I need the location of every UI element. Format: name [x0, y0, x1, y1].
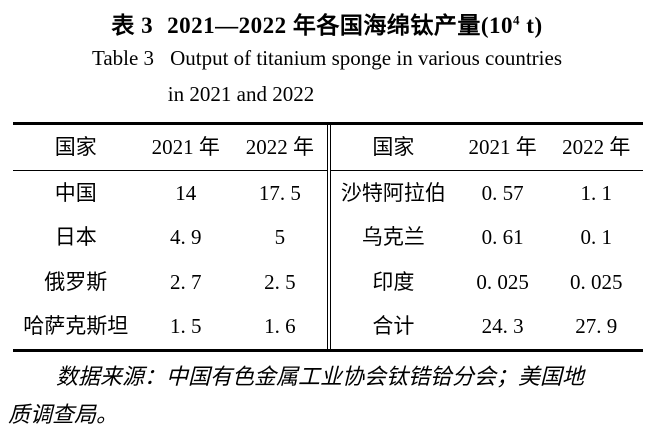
value-2021-cell: 4. 9 [169, 225, 202, 250]
total-label-cell: 合计 [372, 314, 415, 339]
total-2021-cell: 24. 3 [481, 314, 524, 339]
value-2022-cell: 0. 1 [580, 225, 612, 250]
value-2021-cell: 0. 61 [481, 225, 524, 250]
country-cell: 俄罗斯 [44, 269, 108, 294]
column-header-2022: 2022 年 [562, 135, 631, 159]
table-right-panel: 国家 2021 年 2022 年 沙特阿拉伯 0. 57 1. 1 乌克兰 0.… [330, 125, 643, 349]
country-cell: 乌克兰 [361, 225, 425, 250]
value-2021-cell: 0. 57 [481, 180, 524, 205]
table-row: 哈萨克斯坦 1. 5 1. 6 [13, 305, 327, 350]
header-row: 国家 2021 年 2022 年 [331, 125, 643, 171]
table-title-en: Output of titanium sponge in various cou… [170, 46, 563, 70]
table-caption-en-line2: in 2021 and 2022 [167, 82, 315, 106]
country-cell: 印度 [372, 269, 415, 294]
column-header-2021: 2021 年 [468, 135, 537, 159]
table-number-cn: 表 3 [111, 13, 154, 38]
country-cell: 沙特阿拉伯 [340, 180, 446, 205]
value-2021-cell: 0. 025 [476, 269, 529, 294]
data-source-line2: 质调查局。 [8, 402, 119, 427]
column-header-country: 国家 [372, 135, 415, 159]
superscript-exponent: 4 [513, 12, 521, 28]
value-2021-cell: 1. 5 [169, 314, 202, 339]
table-row: 俄罗斯 2. 7 2. 5 [13, 260, 327, 305]
table-row: 中国 14 17. 5 [13, 171, 327, 216]
table-number-en: Table 3 [91, 46, 155, 70]
table-title-cn-unit: t) [520, 13, 543, 38]
value-2021-cell: 14 [175, 180, 197, 205]
value-2022-cell: 17. 5 [258, 180, 301, 205]
table-row: 印度 0. 025 0. 025 [331, 260, 643, 305]
column-header-2021: 2021 年 [151, 135, 220, 159]
total-2022-cell: 27. 9 [575, 314, 618, 339]
table-caption-cn: 表 3 2021—2022 年各国海绵钛产量(104 t) [0, 6, 654, 40]
data-table: 国家 2021 年 2022 年 中国 14 17. 5 日本 4. 9 5 俄… [13, 122, 643, 352]
column-header-country: 国家 [54, 135, 97, 159]
table-row: 沙特阿拉伯 0. 57 1. 1 [331, 171, 643, 216]
country-cell: 日本 [54, 225, 97, 250]
header-row: 国家 2021 年 2022 年 [13, 125, 327, 171]
table-row: 日本 4. 9 5 [13, 216, 327, 261]
table-caption-en: Table 3 Output of titanium sponge in vari… [0, 46, 654, 71]
country-cell: 中国 [54, 180, 97, 205]
value-2021-cell: 2. 7 [169, 269, 202, 294]
value-2022-cell: 2. 5 [264, 269, 296, 294]
value-2022-cell: 1. 6 [264, 314, 296, 339]
table-row: 乌克兰 0. 61 0. 1 [331, 216, 643, 261]
table-left-panel: 国家 2021 年 2022 年 中国 14 17. 5 日本 4. 9 5 俄… [13, 125, 328, 349]
column-header-2022: 2022 年 [245, 135, 314, 159]
value-2022-cell: 5 [274, 225, 286, 250]
total-row: 合计 24. 3 27. 9 [331, 305, 643, 350]
country-cell: 哈萨克斯坦 [23, 314, 129, 339]
data-source-note: 数据来源：中国有色金属工业协会钛锆铪分会；美国地 质调查局。 [8, 358, 648, 434]
data-source-line1: 数据来源：中国有色金属工业协会钛锆铪分会；美国地 [56, 364, 585, 389]
value-2022-cell: 1. 1 [580, 180, 612, 205]
table-title-cn: 2021—2022 年各国海绵钛产量(10 [167, 13, 514, 38]
value-2022-cell: 0. 025 [569, 269, 623, 294]
